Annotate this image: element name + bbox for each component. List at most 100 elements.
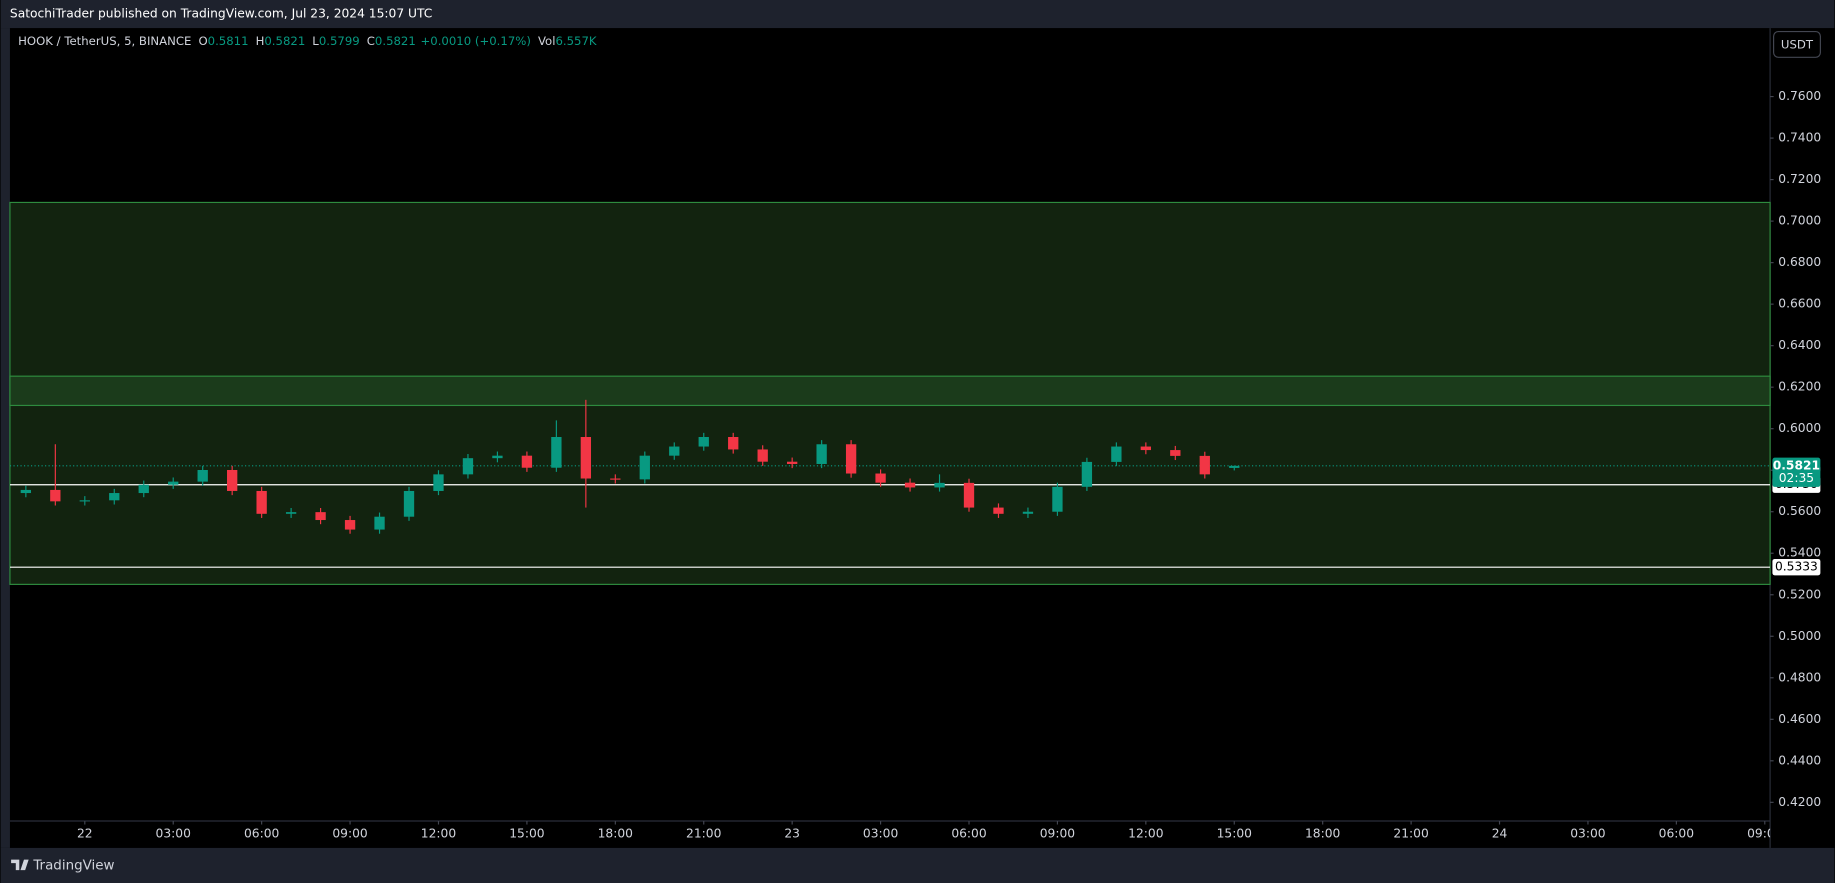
- candle-body: [610, 478, 621, 480]
- countdown-label: 02:35: [1779, 471, 1814, 485]
- left-border: [0, 28, 10, 848]
- legend-label: C: [367, 33, 375, 47]
- x-tick-label: 12:00: [421, 826, 456, 840]
- x-tick-label: 15:00: [509, 826, 544, 840]
- x-tick-label: 09:00: [1747, 826, 1782, 840]
- x-tick-label: 06:00: [1659, 826, 1694, 840]
- header-bar: [0, 0, 1835, 29]
- legend-label: Vol: [538, 33, 556, 47]
- candle-body: [521, 455, 533, 468]
- candle-body: [728, 436, 739, 450]
- candle-body: [1052, 486, 1063, 512]
- candle-body: [374, 516, 385, 530]
- x-tick-label: 06:00: [951, 826, 986, 840]
- x-tick-label: 21:00: [686, 826, 721, 840]
- candle-body: [639, 455, 650, 480]
- candle-body: [698, 436, 709, 447]
- x-tick-label: 15:00: [1217, 826, 1252, 840]
- candle-body: [344, 520, 356, 530]
- legend-change: +0.0010 (+0.17%): [420, 33, 530, 47]
- legend-value: 0.5811: [208, 33, 249, 47]
- footer-bar: [0, 847, 1835, 883]
- y-tick-label: 0.7000: [1778, 214, 1821, 228]
- candle-body: [315, 512, 326, 521]
- candle-body: [462, 458, 474, 475]
- candle-body: [1022, 511, 1034, 514]
- legend-label: L: [312, 33, 319, 47]
- candle-body: [787, 461, 798, 464]
- candle-body: [138, 484, 149, 494]
- y-tick-label: 0.7400: [1778, 131, 1821, 145]
- y-tick-label: 0.7200: [1778, 172, 1821, 186]
- legend-value: 0.5821: [375, 33, 416, 47]
- candle-body: [934, 482, 945, 488]
- candle-body: [816, 444, 827, 464]
- zones: [9, 201, 1771, 585]
- logo-icon: [11, 859, 29, 871]
- candle-body: [256, 490, 267, 514]
- y-tick-label: 0.4600: [1778, 712, 1821, 726]
- x-tick-label: 09:00: [332, 826, 367, 840]
- candle-body: [1170, 450, 1181, 456]
- legend-value: 0.5821: [264, 33, 305, 47]
- candle-body: [845, 444, 857, 474]
- x-tick-label: 21:00: [1393, 826, 1428, 840]
- y-tick-label: 0.4800: [1778, 670, 1821, 684]
- x-tick-label: 24: [1492, 826, 1508, 840]
- currency-label[interactable]: USDT: [1781, 38, 1814, 52]
- level-label: 0.5333: [1775, 560, 1818, 574]
- candle-body: [197, 470, 208, 482]
- candle-body: [50, 489, 61, 502]
- last-price-label: 0.5821: [1773, 458, 1820, 472]
- publisher: SatochiTrader published on TradingView.c…: [10, 7, 432, 21]
- legend-value: 0.5799: [319, 33, 360, 47]
- candle-body: [1229, 465, 1240, 468]
- y-tick-label: 0.6400: [1778, 338, 1821, 352]
- y-tick-label: 0.6800: [1778, 255, 1821, 269]
- y-tick-label: 0.6600: [1778, 297, 1821, 311]
- candle-body: [1199, 455, 1210, 475]
- y-tick-label: 0.4200: [1778, 795, 1821, 809]
- x-tick-label: 03:00: [863, 826, 898, 840]
- candle-body: [904, 482, 916, 488]
- candle-body: [285, 512, 297, 514]
- legend-symbol: HOOK / TetherUS, 5, BINANCE: [18, 33, 191, 47]
- x-tick-label: 03:00: [1570, 826, 1605, 840]
- currency-button[interactable]: [1773, 30, 1821, 58]
- y-tick-label: 0.7600: [1778, 89, 1821, 103]
- legend: HOOK / TetherUS, 5, BINANCE O0.5811 H0.582…: [18, 33, 597, 47]
- candle-body: [20, 489, 32, 494]
- legend-label: H: [256, 33, 265, 47]
- x-tick-label: 03:00: [156, 826, 191, 840]
- y-tick-label: 0.5200: [1778, 587, 1821, 601]
- candle-body: [433, 474, 444, 491]
- candle-body: [993, 507, 1004, 514]
- y-tick-label: 0.6000: [1778, 421, 1821, 435]
- x-tick-label: 09:00: [1040, 826, 1075, 840]
- legend-value: 6.557K: [555, 33, 596, 47]
- candle-body: [757, 449, 768, 462]
- candle-body: [403, 490, 415, 517]
- candle-body: [963, 482, 975, 508]
- candle-body: [580, 436, 592, 479]
- x-tick-label: 12:00: [1128, 826, 1163, 840]
- candle-body: [168, 481, 179, 485]
- candle-body: [1111, 446, 1122, 462]
- candle-body: [669, 446, 680, 456]
- zone: [9, 375, 1771, 407]
- x-tick-label: 23: [784, 826, 800, 840]
- x-tick-label: 22: [77, 826, 93, 840]
- y-tick-label: 0.5600: [1778, 504, 1821, 518]
- x-tick-label: 18:00: [598, 826, 633, 840]
- candle-body: [875, 473, 886, 483]
- candle-body: [551, 436, 562, 468]
- candle-body: [492, 455, 503, 459]
- y-tick-label: 0.4400: [1778, 753, 1821, 767]
- footer-logo: TradingView: [11, 858, 115, 873]
- candle-body: [1140, 446, 1152, 451]
- y-tick-label: 0.5400: [1778, 546, 1821, 560]
- candle-body: [79, 500, 90, 502]
- candle-body: [1081, 461, 1093, 487]
- level-label-box: [1772, 558, 1821, 576]
